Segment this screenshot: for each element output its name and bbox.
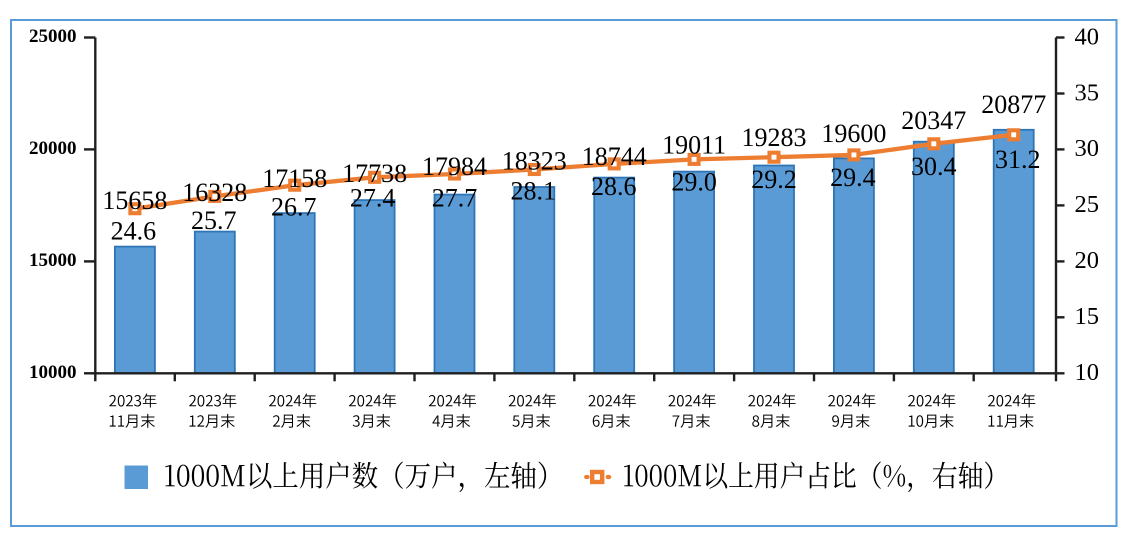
svg-text:35: 35 <box>1075 79 1100 106</box>
svg-text:20: 20 <box>1075 247 1100 274</box>
svg-text:15000: 15000 <box>29 250 77 271</box>
svg-text:24.6: 24.6 <box>111 217 157 246</box>
svg-text:15658: 15658 <box>102 186 167 215</box>
svg-text:26.7: 26.7 <box>271 193 317 222</box>
svg-text:28.6: 28.6 <box>591 172 637 201</box>
svg-text:19600: 19600 <box>821 119 886 148</box>
svg-text:25000: 25000 <box>29 26 77 47</box>
svg-text:30.4: 30.4 <box>911 152 957 181</box>
svg-text:29.4: 29.4 <box>830 163 876 192</box>
svg-text:17158: 17158 <box>262 164 327 193</box>
svg-text:27.4: 27.4 <box>350 183 396 212</box>
svg-text:25.7: 25.7 <box>191 206 237 235</box>
svg-text:15: 15 <box>1075 303 1100 330</box>
svg-text:20347: 20347 <box>901 106 966 135</box>
svg-text:19011: 19011 <box>662 131 726 160</box>
svg-text:29.0: 29.0 <box>671 167 717 196</box>
svg-text:40: 40 <box>1075 23 1100 50</box>
svg-text:18323: 18323 <box>502 146 567 175</box>
svg-text:25: 25 <box>1075 191 1100 218</box>
svg-text:30: 30 <box>1075 135 1100 162</box>
svg-text:10: 10 <box>1075 359 1100 386</box>
svg-text:20000: 20000 <box>29 138 77 159</box>
svg-text:17738: 17738 <box>342 159 407 188</box>
svg-text:27.7: 27.7 <box>432 183 478 212</box>
svg-text:19283: 19283 <box>742 123 807 152</box>
svg-text:17984: 17984 <box>422 152 487 181</box>
svg-text:20877: 20877 <box>981 90 1046 119</box>
svg-text:28.1: 28.1 <box>511 176 557 205</box>
svg-text:29.2: 29.2 <box>751 165 797 194</box>
svg-text:16328: 16328 <box>182 178 247 207</box>
svg-text:31.2: 31.2 <box>995 145 1041 174</box>
svg-text:10000: 10000 <box>29 362 77 383</box>
svg-text:18744: 18744 <box>582 142 647 171</box>
